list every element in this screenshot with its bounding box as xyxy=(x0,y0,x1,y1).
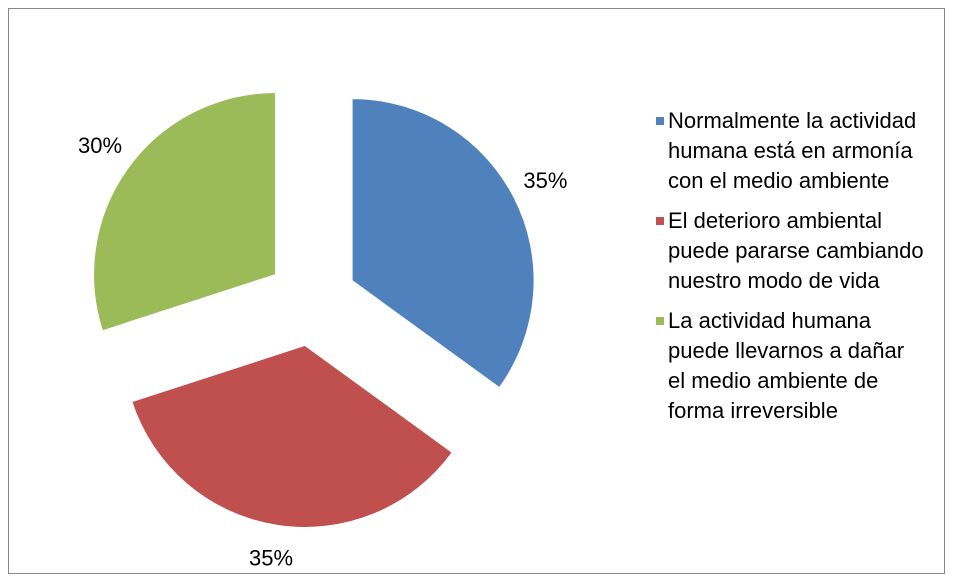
pie-slice xyxy=(131,344,453,528)
legend-item: La actividad humana puede llevarnos a da… xyxy=(656,306,926,426)
legend-label: El deterioro ambiental puede pararse cam… xyxy=(668,208,924,293)
chart-border xyxy=(8,8,945,574)
legend-label: La actividad humana puede llevarnos a da… xyxy=(668,308,905,423)
legend-item: Normalmente la actividad humana está en … xyxy=(656,106,926,196)
legend-label: Normalmente la actividad humana está en … xyxy=(668,108,917,193)
legend-swatch xyxy=(656,217,664,225)
pie-slice xyxy=(351,98,535,389)
pie-slice xyxy=(93,92,277,332)
legend: Normalmente la actividad humana está en … xyxy=(656,106,926,436)
data-label: 35% xyxy=(249,546,293,571)
data-label: 35% xyxy=(523,168,567,193)
legend-swatch xyxy=(656,317,664,325)
legend-swatch xyxy=(656,117,664,125)
data-label: 30% xyxy=(78,133,122,158)
legend-item: El deterioro ambiental puede pararse cam… xyxy=(656,206,926,296)
